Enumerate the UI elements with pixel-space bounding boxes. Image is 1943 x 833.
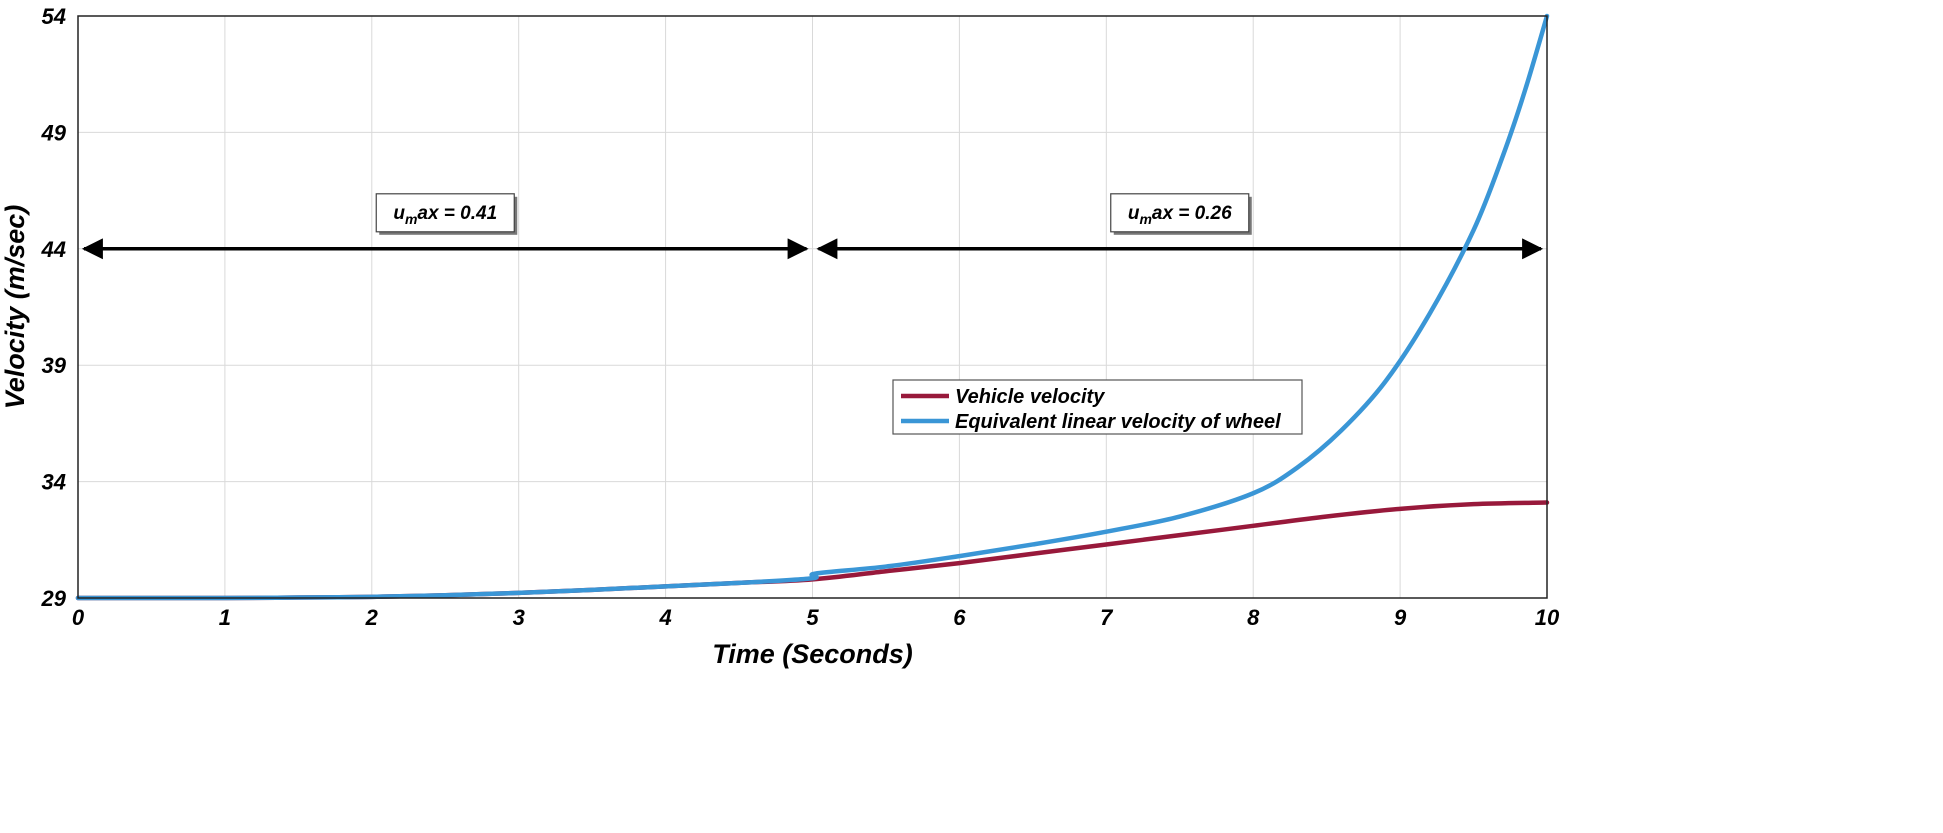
series-line-wheel-velocity [75,13,1550,601]
x-tick-label: 10 [1535,605,1560,630]
y-tick-label: 44 [41,237,66,262]
x-axis-title: Time (Seconds) [712,639,913,669]
annotation-box [375,193,515,233]
x-tick-label: 3 [513,605,525,630]
x-tick-label: 6 [953,605,966,630]
x-tick-label: 2 [365,605,379,630]
legend-label: Equivalent linear velocity of wheel [955,411,1281,433]
annotations: umax = 0.41 umax = 0.26 [81,193,1544,260]
y-tick-label: 29 [41,586,67,611]
x-tick-label: 1 [219,605,231,630]
annotation-box [1110,193,1250,233]
annotation-label: umax = 0.26 [1128,203,1232,227]
y-tick-label: 34 [42,470,66,495]
legend: Vehicle velocity Equivalent linear veloci… [892,379,1303,435]
series-lines [75,13,1550,601]
annotation-label: umax = 0.41 [393,203,497,227]
y-axis-title: Velocity (m/sec) [0,205,30,410]
x-tick-label: 0 [72,605,85,630]
x-tick-label: 5 [806,605,819,630]
x-tick-label: 9 [1394,605,1407,630]
x-tick-label: 7 [1100,605,1114,630]
plot-frame [77,15,1548,599]
x-tick-label: 8 [1247,605,1260,630]
y-tick-label: 39 [42,353,67,378]
legend-label: Vehicle velocity [955,386,1105,408]
legend-box [892,379,1303,435]
y-tick-label: 49 [41,120,67,145]
x-tick-label: 4 [658,605,671,630]
y-tick-label: 54 [42,4,66,29]
